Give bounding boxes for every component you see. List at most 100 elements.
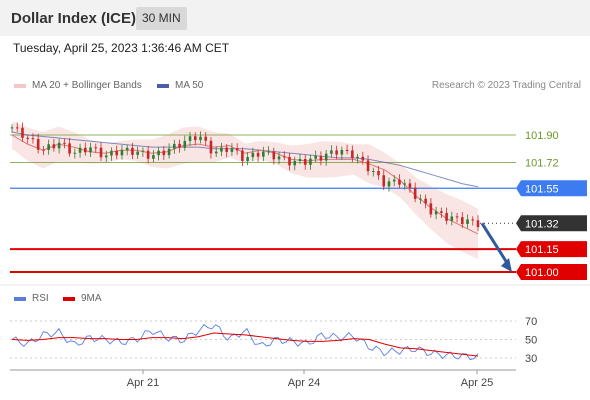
candle-body: [10, 127, 14, 129]
candle-body: [366, 160, 370, 172]
candle-body: [115, 150, 119, 156]
candle-body: [293, 160, 297, 166]
candle-body: [173, 143, 176, 149]
candle-body: [434, 211, 438, 215]
candle-body: [361, 156, 365, 161]
candle-body: [356, 156, 359, 159]
rsi-ma9-line: [11, 332, 479, 357]
level-tag-101.32: [516, 215, 587, 232]
candle-body: [162, 150, 166, 156]
candle-body: [251, 152, 255, 158]
candle-body: [157, 150, 160, 156]
candle-body: [89, 147, 92, 153]
projection-arrow-shaft: [480, 222, 511, 267]
research-credit: Research © 2023 Trading Central: [431, 80, 581, 91]
candle-body: [429, 203, 433, 215]
level-label-101.72: 101.72: [525, 157, 559, 169]
candle-body: [272, 151, 276, 160]
candle-body: [403, 183, 406, 185]
candle-body: [68, 143, 71, 154]
candle-body: [246, 157, 249, 161]
level-label-101.00: 101.00: [525, 267, 559, 279]
timestamp: Tuesday, April 25, 2023 1:36:46 AM CET: [13, 41, 230, 55]
candle-body: [419, 198, 422, 200]
ma50-line: [11, 131, 479, 188]
candle-body: [36, 139, 40, 150]
candle-body: [110, 150, 113, 156]
candle-body: [73, 152, 77, 154]
level-tag-101.00: [516, 264, 587, 280]
candle-body: [345, 149, 349, 151]
candle-body: [125, 147, 129, 150]
level-label-101.32: 101.32: [525, 218, 559, 230]
candle-body: [314, 155, 317, 159]
candle-body: [335, 150, 338, 155]
candle-body: [309, 158, 312, 165]
candle-body: [183, 140, 187, 148]
level-tag-101.55: [516, 180, 587, 197]
candle-body: [21, 127, 24, 138]
candle-body: [267, 151, 270, 153]
candle-body: [120, 149, 124, 156]
rsi-tick-label-70: 70: [525, 316, 537, 328]
candle-body: [225, 147, 228, 152]
bollinger-legend-swatch: [14, 84, 26, 88]
x-tick-label-Apr 21: Apr 21: [127, 377, 159, 389]
candle-body: [26, 137, 30, 139]
rsi-legend-swatch: [14, 297, 26, 301]
candle-body: [146, 150, 150, 159]
ma50-legend-label: MA 50: [175, 80, 204, 91]
candle-body: [282, 156, 286, 158]
candle-body: [193, 136, 197, 141]
candle-body: [188, 136, 192, 141]
level-tag-101.15: [516, 241, 587, 258]
bollinger-band: [12, 121, 478, 260]
candle-body: [256, 152, 260, 157]
candle-body: [476, 220, 480, 228]
candle-body: [214, 151, 218, 154]
candle-body: [63, 142, 66, 144]
timeframe-button[interactable]: 30 MIN: [136, 7, 187, 30]
candle-body: [235, 148, 239, 151]
candle-body: [131, 147, 134, 155]
candle-body: [319, 155, 323, 161]
candle-body: [220, 147, 223, 152]
candle-body: [241, 150, 244, 161]
rsi-tick-label-50: 50: [525, 335, 537, 347]
candle-body: [136, 151, 139, 155]
rsi-legend-label: RSI: [32, 293, 49, 304]
level-label-101.55: 101.55: [525, 183, 559, 195]
candle-body: [167, 148, 171, 156]
candle-body: [199, 136, 202, 141]
candle-body: [47, 144, 50, 150]
candle-body: [230, 148, 234, 152]
candle-body: [340, 149, 344, 155]
candle-body: [94, 147, 98, 149]
x-tick-label-Apr 24: Apr 24: [288, 377, 320, 389]
x-tick-label-Apr 25: Apr 25: [461, 377, 493, 389]
candle-body: [351, 150, 354, 159]
candle-body: [371, 170, 375, 172]
level-label-101.90: 101.90: [525, 130, 559, 142]
candle-body: [303, 159, 307, 165]
candle-body: [57, 142, 61, 149]
candle-body: [324, 153, 328, 161]
ma9-legend-swatch: [63, 297, 75, 301]
level-label-101.15: 101.15: [525, 244, 559, 256]
ma50-legend-swatch: [157, 84, 169, 88]
candle-body: [99, 147, 103, 158]
candle-body: [398, 179, 401, 185]
candle-body: [377, 170, 380, 176]
candle-body: [31, 138, 35, 140]
projection-arrow-head: [501, 258, 512, 272]
candle-body: [466, 219, 469, 225]
candle-body: [178, 143, 181, 148]
candle-body: [204, 136, 208, 141]
candle-body: [460, 217, 464, 225]
candle-body: [450, 216, 454, 221]
ma9-legend-label: 9MA: [81, 293, 102, 304]
candle-body: [84, 147, 87, 153]
chart-title: Dollar Index (ICE): [11, 10, 137, 27]
candle-body: [42, 149, 45, 151]
